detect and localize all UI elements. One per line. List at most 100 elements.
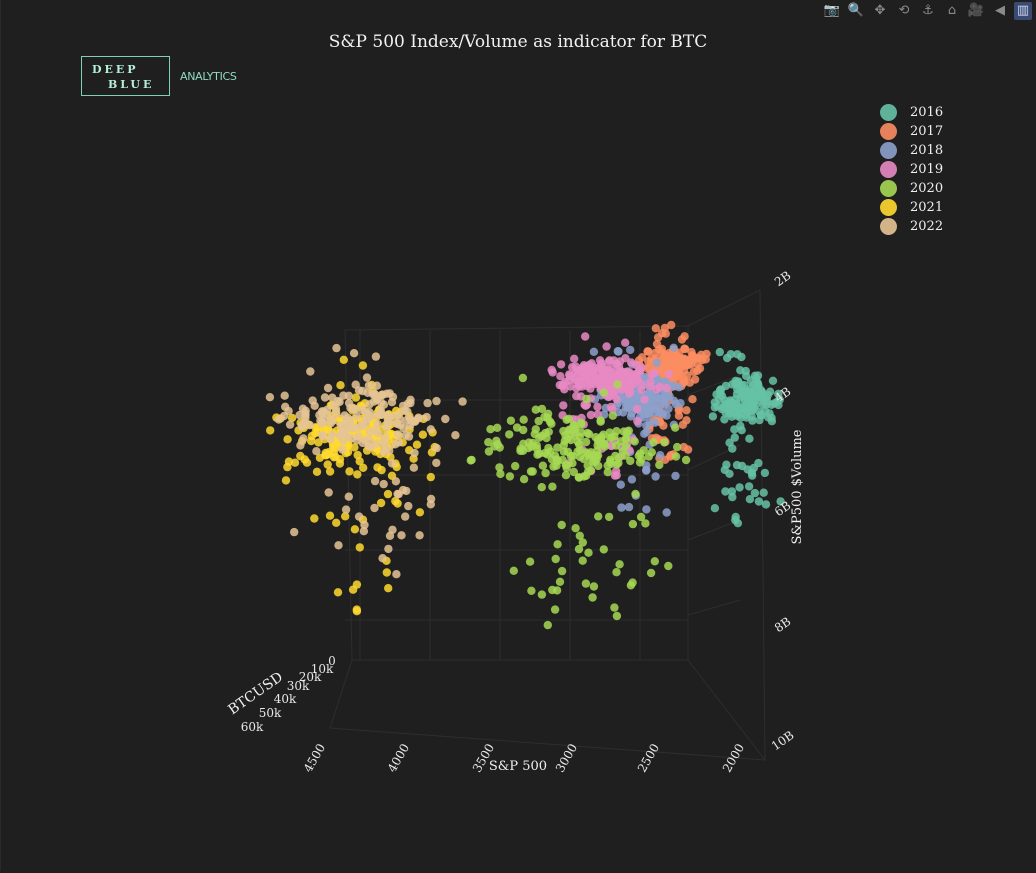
data-point-2019[interactable] bbox=[615, 357, 625, 366]
data-point-2017[interactable] bbox=[688, 395, 697, 404]
data-point-2017[interactable] bbox=[698, 355, 707, 365]
data-point-2020[interactable] bbox=[569, 421, 578, 430]
data-point-2022[interactable] bbox=[349, 349, 359, 358]
data-point-2020[interactable] bbox=[626, 581, 636, 590]
data-point-2019[interactable] bbox=[570, 354, 579, 363]
data-point-2022[interactable] bbox=[370, 503, 379, 513]
data-point-2018[interactable] bbox=[656, 451, 665, 460]
data-point-2020[interactable] bbox=[604, 512, 614, 522]
data-point-2017[interactable] bbox=[653, 333, 663, 342]
data-point-2020[interactable] bbox=[655, 460, 664, 470]
data-point-2020[interactable] bbox=[493, 423, 502, 432]
data-point-2016[interactable] bbox=[745, 495, 755, 504]
data-point-2019[interactable] bbox=[602, 342, 611, 351]
data-point-2022[interactable] bbox=[281, 402, 290, 411]
data-point-2020[interactable] bbox=[562, 460, 571, 470]
data-point-2017[interactable] bbox=[680, 377, 689, 386]
data-point-2021[interactable] bbox=[382, 568, 391, 577]
data-point-2016[interactable] bbox=[713, 402, 722, 411]
data-point-2016[interactable] bbox=[759, 488, 768, 497]
data-point-2021[interactable] bbox=[355, 543, 364, 552]
data-point-2020[interactable] bbox=[541, 468, 550, 478]
data-point-2020[interactable] bbox=[630, 437, 639, 446]
data-point-2020[interactable] bbox=[484, 438, 493, 447]
data-point-2019[interactable] bbox=[616, 366, 626, 376]
data-point-2020[interactable] bbox=[511, 461, 520, 471]
data-point-2016[interactable] bbox=[748, 416, 757, 425]
data-point-2016[interactable] bbox=[754, 497, 764, 506]
data-point-2020[interactable] bbox=[581, 437, 591, 447]
data-point-2017[interactable] bbox=[674, 411, 684, 420]
data-point-2018[interactable] bbox=[674, 383, 684, 392]
data-point-2021[interactable] bbox=[332, 518, 341, 527]
data-point-2016[interactable] bbox=[765, 387, 775, 396]
data-point-2019[interactable] bbox=[576, 365, 585, 375]
data-point-2018[interactable] bbox=[620, 395, 629, 404]
data-point-2020[interactable] bbox=[588, 593, 597, 602]
data-point-2022[interactable] bbox=[441, 414, 450, 424]
data-point-2022[interactable] bbox=[379, 400, 389, 409]
data-point-2022[interactable] bbox=[360, 520, 369, 530]
data-point-2022[interactable] bbox=[351, 380, 360, 389]
data-point-2018[interactable] bbox=[627, 475, 637, 484]
data-point-2016[interactable] bbox=[739, 380, 749, 390]
data-point-2020[interactable] bbox=[612, 611, 622, 621]
data-point-2022[interactable] bbox=[387, 398, 397, 407]
data-point-2022[interactable] bbox=[339, 436, 348, 445]
data-point-2022[interactable] bbox=[346, 403, 355, 413]
data-point-2018[interactable] bbox=[652, 358, 661, 368]
data-point-2021[interactable] bbox=[384, 584, 393, 593]
data-point-2017[interactable] bbox=[687, 347, 696, 357]
data-point-2022[interactable] bbox=[358, 386, 367, 396]
legend-item-2022[interactable]: 2022 bbox=[880, 217, 943, 236]
data-point-2022[interactable] bbox=[384, 544, 393, 554]
data-point-2020[interactable] bbox=[599, 388, 608, 397]
data-point-2019[interactable] bbox=[593, 402, 602, 411]
data-point-2022[interactable] bbox=[426, 425, 435, 434]
data-point-2020[interactable] bbox=[671, 452, 681, 461]
legend-item-2016[interactable]: 2016 bbox=[880, 103, 943, 122]
data-point-2019[interactable] bbox=[575, 381, 584, 391]
data-point-2020[interactable] bbox=[610, 603, 619, 612]
data-point-2018[interactable] bbox=[642, 427, 651, 437]
data-point-2021[interactable] bbox=[345, 467, 354, 476]
data-point-2022[interactable] bbox=[373, 419, 382, 429]
data-point-2016[interactable] bbox=[742, 391, 751, 400]
data-point-2018[interactable] bbox=[617, 503, 626, 512]
data-point-2020[interactable] bbox=[565, 429, 575, 438]
data-point-2021[interactable] bbox=[330, 443, 340, 453]
data-point-2020[interactable] bbox=[518, 373, 528, 383]
data-point-2019[interactable] bbox=[632, 404, 642, 414]
data-point-2020[interactable] bbox=[636, 512, 646, 522]
data-point-2022[interactable] bbox=[415, 531, 424, 540]
legend-item-2018[interactable]: 2018 bbox=[880, 141, 943, 160]
data-point-2020[interactable] bbox=[519, 439, 528, 448]
data-point-2022[interactable] bbox=[344, 391, 354, 400]
data-point-2022[interactable] bbox=[365, 428, 374, 437]
data-point-2018[interactable] bbox=[613, 347, 622, 356]
hover-toggle-icon[interactable]: ◀ bbox=[995, 3, 1005, 18]
data-point-2019[interactable] bbox=[581, 401, 590, 410]
data-point-2018[interactable] bbox=[660, 394, 669, 404]
data-point-2020[interactable] bbox=[595, 439, 605, 448]
data-point-2022[interactable] bbox=[290, 527, 299, 537]
data-point-2022[interactable] bbox=[451, 431, 460, 440]
data-point-2020[interactable] bbox=[644, 452, 653, 461]
data-point-2016[interactable] bbox=[708, 412, 718, 421]
data-point-2021[interactable] bbox=[315, 453, 325, 462]
data-point-2016[interactable] bbox=[732, 460, 742, 470]
data-point-2021[interactable] bbox=[383, 489, 393, 499]
data-point-2021[interactable] bbox=[324, 448, 334, 457]
data-point-2020[interactable] bbox=[599, 545, 608, 554]
data-point-2018[interactable] bbox=[645, 417, 655, 427]
data-point-2020[interactable] bbox=[495, 463, 504, 472]
data-point-2016[interactable] bbox=[747, 383, 756, 392]
data-point-2019[interactable] bbox=[585, 374, 594, 384]
data-point-2021[interactable] bbox=[426, 472, 435, 482]
data-point-2020[interactable] bbox=[587, 451, 597, 460]
legend-item-2017[interactable]: 2017 bbox=[880, 122, 943, 141]
data-point-2020[interactable] bbox=[586, 466, 595, 475]
data-point-2018[interactable] bbox=[662, 508, 671, 517]
data-point-2016[interactable] bbox=[736, 421, 745, 431]
data-point-2019[interactable] bbox=[640, 395, 649, 404]
